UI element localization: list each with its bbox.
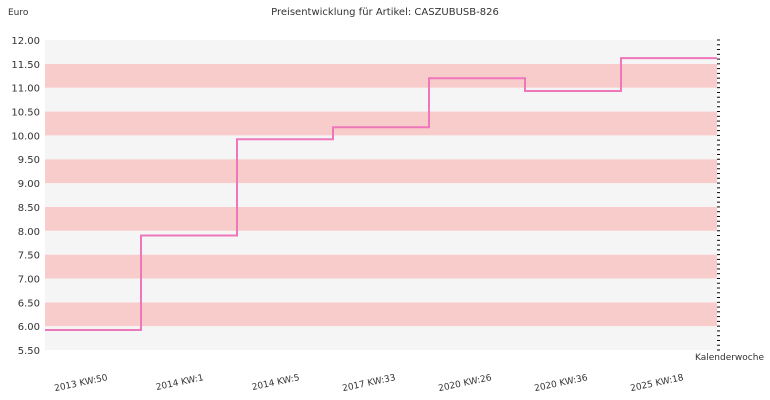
x-tick-label: 2020 KW:26 xyxy=(438,373,493,394)
plot-band xyxy=(45,87,717,112)
plot-bands xyxy=(45,40,717,350)
x-tick-label: 2014 KW:1 xyxy=(155,373,205,393)
plot-band xyxy=(45,254,717,279)
plot-band xyxy=(45,135,717,160)
y-tick-label: 11.00 xyxy=(11,84,40,95)
y-tick-label: 6.00 xyxy=(18,322,40,333)
plot-band xyxy=(45,40,717,64)
plot-band xyxy=(45,278,717,303)
y-tick-label: 9.00 xyxy=(18,179,40,190)
y-tick-label: 7.00 xyxy=(18,274,40,285)
y-tick-label: 10.50 xyxy=(11,108,40,119)
x-ticks: 2013 KW:50 2014 KW:1 2014 KW:5 2017 KW:33 20… xyxy=(54,373,685,394)
y-axis-label: Euro xyxy=(8,8,29,18)
y-tick-label: 10.00 xyxy=(11,131,40,142)
x-tick-label: 2014 KW:5 xyxy=(251,373,301,393)
x-tick-label: 2020 KW:36 xyxy=(534,373,589,394)
plot-band xyxy=(45,63,717,88)
plot-band xyxy=(45,159,717,184)
right-axis-ticks xyxy=(717,39,720,351)
x-tick-label: 2025 KW:18 xyxy=(630,373,685,394)
plot-band xyxy=(45,326,717,350)
x-axis-label: Kalenderwoche xyxy=(695,353,764,363)
price-step-line xyxy=(45,57,717,331)
plot-band xyxy=(45,111,717,136)
y-tick-label: 9.50 xyxy=(18,155,40,166)
x-tick-label: 2017 KW:33 xyxy=(342,373,397,394)
plot-band xyxy=(45,230,717,255)
y-tick-label: 5.50 xyxy=(18,346,40,357)
y-tick-label: 12.00 xyxy=(11,36,40,47)
plot-band xyxy=(45,206,717,231)
y-ticks: 5.50 6.00 6.50 7.00 7.50 8.00 8.50 9.00 9.50 10.0… xyxy=(11,36,40,357)
y-tick-label: 11.50 xyxy=(11,60,40,71)
y-tick-label: 6.50 xyxy=(18,298,40,309)
plot-band xyxy=(45,183,717,207)
plot-band xyxy=(45,302,717,327)
y-tick-label: 7.50 xyxy=(18,251,40,262)
x-tick-label: 2013 KW:50 xyxy=(54,373,109,394)
chart-title: Preisentwicklung für Artikel: CASZUBUSB-… xyxy=(271,7,499,18)
y-tick-label: 8.50 xyxy=(18,203,40,214)
y-tick-label: 8.00 xyxy=(18,227,40,238)
